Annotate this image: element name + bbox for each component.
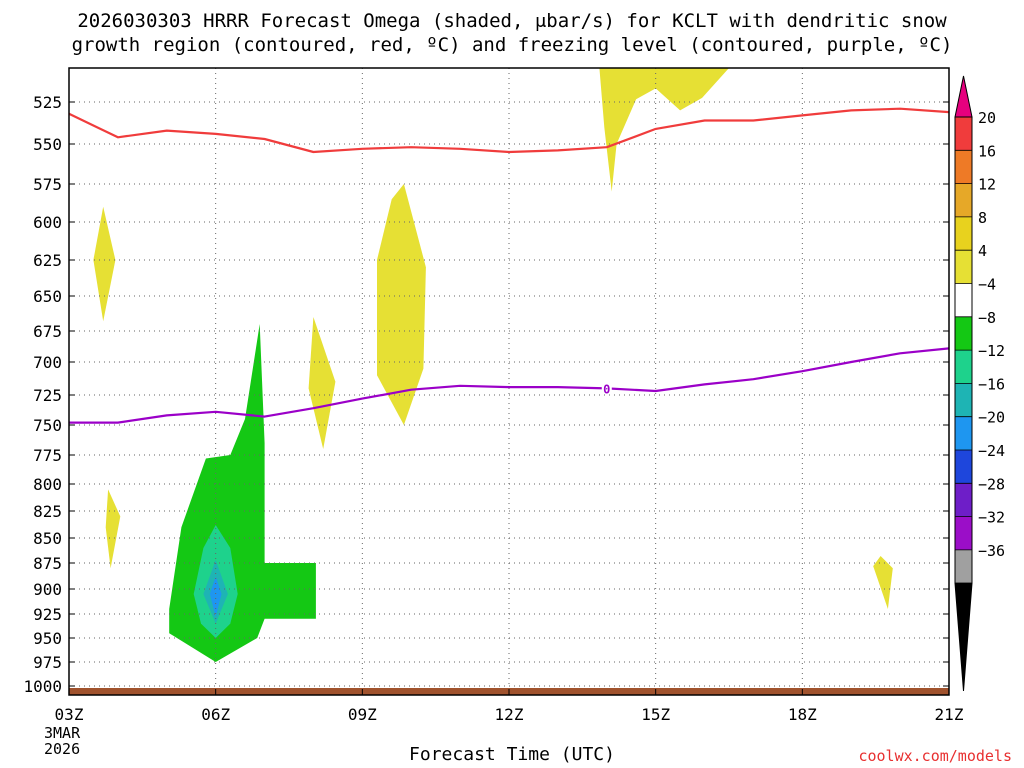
- omega-region-5: [873, 556, 893, 609]
- x-tick-label: 03Z: [55, 705, 84, 724]
- y-tick-label: 650: [33, 287, 62, 306]
- colorbar-label: −12: [978, 342, 1005, 360]
- y-tick-label: 925: [33, 605, 62, 624]
- x-tick-label: 21Z: [935, 705, 964, 724]
- colorbar-segment: [955, 383, 972, 418]
- y-tick-label: 700: [33, 353, 62, 372]
- x-tick-label: 15Z: [641, 705, 670, 724]
- y-tick-label: 775: [33, 446, 62, 465]
- chart-title-line-2: growth region (contoured, red, ºC) and f…: [71, 34, 953, 56]
- y-tick-label: 550: [33, 135, 62, 154]
- colorbar-label: 12: [978, 176, 996, 194]
- colorbar-label: 16: [978, 142, 996, 160]
- y-tick-label: 875: [33, 554, 62, 573]
- x-tick-label: 18Z: [788, 705, 817, 724]
- y-tick-label: 575: [33, 175, 62, 194]
- grid-lines: [69, 68, 949, 695]
- y-tick-label: 675: [33, 322, 62, 341]
- colorbar-segment: [955, 549, 972, 584]
- date-month-label: 3MAR: [44, 724, 81, 742]
- colorbar-label: 8: [978, 209, 987, 227]
- omega-region-1: [105, 489, 121, 569]
- colorbar-segment: [955, 117, 972, 151]
- x-tick-label: 09Z: [348, 705, 377, 724]
- contour-label-bg: [601, 381, 612, 395]
- chart-title-line-1: 2026030303 HRRR Forecast Omega (shaded, …: [77, 10, 947, 32]
- colorbar: 20 16 12 8 4 −4 −8 −12 −16 −20 −24 −28 −32 −36: [954, 75, 1005, 692]
- omega-region-3: [377, 184, 426, 425]
- y-tick-label: 975: [33, 653, 62, 672]
- y-tick-label: 525: [33, 93, 62, 112]
- freezing-level-label: 0: [603, 382, 610, 396]
- colorbar-bottom-cap: [954, 582, 973, 692]
- colorbar-segment: [955, 183, 972, 218]
- x-tick-label: 06Z: [201, 705, 230, 724]
- colorbar-segment: [955, 216, 972, 251]
- colorbar-label: −4: [978, 276, 996, 294]
- y-axis: 525 550 575 600 625 650 675 700 725 750 775 800 825 8…: [23, 93, 949, 696]
- colorbar-label: −36: [978, 542, 1005, 560]
- colorbar-segment: [955, 416, 972, 451]
- y-tick-label: 750: [33, 416, 62, 435]
- colorbar-segment: [955, 250, 972, 284]
- omega-region-2: [308, 317, 336, 449]
- colorbar-segment: [955, 316, 972, 351]
- colorbar-label: −28: [978, 475, 1005, 493]
- x-tick-label: 12Z: [495, 705, 524, 724]
- colorbar-segment: [955, 516, 972, 551]
- colorbar-label: 4: [978, 242, 987, 260]
- y-tick-label: 900: [33, 580, 62, 599]
- colorbar-label: −8: [978, 309, 996, 327]
- x-axis: 03Z 06Z 09Z 12Z 15Z 18Z 21Z: [55, 689, 964, 724]
- y-tick-label: 825: [33, 502, 62, 521]
- colorbar-segment: [955, 283, 972, 318]
- colorbar-label: −24: [978, 442, 1005, 460]
- y-tick-label: 950: [33, 629, 62, 648]
- y-tick-label: 1000: [23, 677, 62, 696]
- contour-lines: 0: [68, 107, 950, 424]
- date-year-label: 2026: [44, 740, 81, 758]
- colorbar-top-cap: [954, 75, 973, 118]
- x-axis-title: Forecast Time (UTC): [409, 744, 615, 765]
- colorbar-label: −16: [978, 375, 1005, 393]
- omega-region-9: [209, 576, 222, 617]
- freezing-level-contour: [69, 347, 950, 424]
- colorbar-segment: [955, 150, 972, 185]
- colorbar-segment: [955, 483, 972, 518]
- dendritic-growth-contour: [68, 107, 950, 154]
- omega-region-0: [93, 206, 116, 322]
- y-tick-label: 800: [33, 475, 62, 494]
- y-tick-label: 725: [33, 386, 62, 405]
- colorbar-label: 20: [978, 109, 996, 127]
- colorbar-label: −32: [978, 509, 1005, 527]
- credit-link[interactable]: coolwx.com/models: [858, 747, 1012, 765]
- y-tick-label: 600: [33, 213, 62, 232]
- y-tick-label: 850: [33, 529, 62, 548]
- y-tick-label: 625: [33, 251, 62, 270]
- colorbar-segment: [955, 450, 972, 484]
- colorbar-segment: [955, 350, 972, 384]
- omega-region-4: [599, 68, 729, 192]
- omega-regions: [93, 68, 893, 662]
- colorbar-label: −20: [978, 409, 1005, 427]
